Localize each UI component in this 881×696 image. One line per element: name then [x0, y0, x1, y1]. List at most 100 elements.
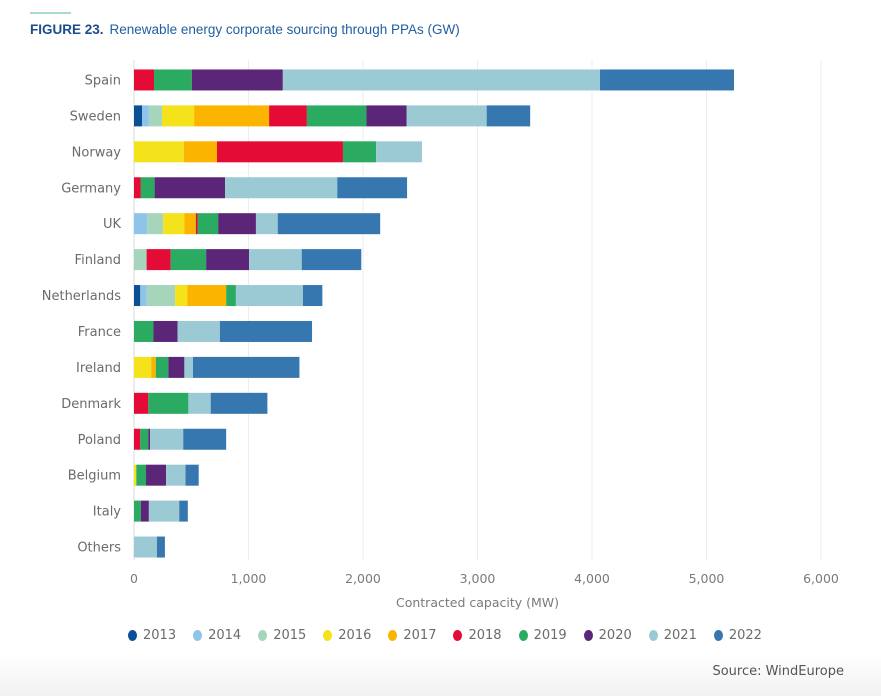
bar-segment-2016 — [134, 356, 152, 378]
bar-segment-2019 — [342, 141, 377, 163]
category-label: Finland — [75, 253, 121, 268]
legend-item-2018: 2018 — [453, 628, 502, 643]
category-label: Others — [77, 541, 121, 556]
bar-segment-2021 — [166, 464, 186, 486]
legend-item-2021: 2021 — [648, 628, 697, 643]
bar-segment-2016 — [162, 105, 195, 127]
x-tick-label: 4,000 — [574, 571, 610, 586]
bar-segment-2020 — [191, 69, 283, 91]
bar-segment-2019 — [140, 177, 155, 199]
bar-segment-2019 — [140, 428, 149, 450]
bar-segment-2019 — [134, 500, 141, 522]
category-label: UK — [103, 217, 122, 232]
bar-segment-2019 — [226, 285, 236, 307]
figure-number: FIGURE 23. — [30, 22, 104, 37]
bar-segment-2015 — [148, 105, 163, 127]
legend-label: 2020 — [598, 628, 632, 643]
category-label: Sweden — [70, 109, 121, 124]
bar-segment-2020 — [366, 105, 407, 127]
legend-label: 2017 — [403, 628, 437, 643]
category-label: Belgium — [68, 469, 121, 484]
footer-band — [0, 652, 881, 696]
x-axis-title: Contracted capacity (MW) — [396, 595, 559, 610]
bar-segment-2021 — [406, 105, 487, 127]
category-label: Spain — [85, 73, 121, 88]
legend-label: 2015 — [273, 628, 307, 643]
bar-segment-2019 — [155, 356, 169, 378]
bar-segment-2020 — [154, 177, 226, 199]
gridlines — [133, 60, 822, 560]
legend-dot-icon — [713, 630, 723, 641]
bar-segment-2021 — [282, 69, 601, 91]
legend-dot-icon — [648, 630, 658, 641]
category-label: Germany — [61, 181, 121, 196]
bar-segment-2016 — [134, 464, 137, 486]
legend-dot-icon — [453, 630, 463, 641]
legend-dot-icon — [583, 630, 593, 641]
bar-segment-2022 — [302, 285, 323, 307]
bar-segment-2019 — [306, 105, 367, 127]
bar-segment-2021 — [225, 177, 338, 199]
legend-label: 2019 — [533, 628, 567, 643]
bar-segment-2016 — [134, 141, 184, 163]
title-accent-line — [30, 12, 71, 14]
bar-segment-2017 — [184, 213, 196, 235]
bar-segment-2019 — [136, 464, 147, 486]
bar-segment-2013 — [134, 105, 143, 127]
bar-segment-2020 — [218, 213, 256, 235]
bar-segment-2018 — [217, 141, 343, 163]
bar-segment-2016 — [175, 285, 188, 307]
bar-segment-2018 — [146, 249, 171, 271]
bar-segment-2021 — [188, 392, 211, 414]
bar-segment-2018 — [134, 177, 141, 199]
legend-item-2020: 2020 — [583, 628, 632, 643]
bar-segment-2014 — [134, 213, 148, 235]
legend-dot-icon — [258, 630, 268, 641]
legend-dot-icon — [193, 630, 203, 641]
bar-segment-2018 — [134, 428, 141, 450]
bar-segment-2020 — [148, 428, 151, 450]
bar-segment-2015 — [146, 285, 176, 307]
x-tick-label: 2,000 — [345, 571, 381, 586]
category-label: Ireland — [76, 361, 121, 376]
legend-label: 2022 — [728, 628, 762, 643]
bar-segment-2013 — [134, 285, 141, 307]
bar-segment-2019 — [148, 392, 189, 414]
legend: 2013 2014 2015 2016 2017 2018 2019 2020 2021 2022 — [128, 628, 779, 643]
bar-segment-2021 — [148, 500, 180, 522]
bar-segment-2017 — [183, 141, 218, 163]
bar-segment-2022 — [219, 320, 313, 342]
bar-segment-2021 — [255, 213, 278, 235]
bar-segment-2021 — [376, 141, 422, 163]
figure-title: FIGURE 23. Renewable energy corporate sou… — [30, 22, 460, 37]
legend-dot-icon — [388, 630, 398, 641]
bar-segment-2021 — [134, 536, 157, 558]
legend-label: 2016 — [338, 628, 372, 643]
legend-item-2014: 2014 — [193, 628, 241, 643]
figure-title-text: Renewable energy corporate sourcing thro… — [109, 22, 460, 37]
legend-dot-icon — [518, 630, 528, 641]
bar-segment-2022 — [183, 428, 227, 450]
x-tick-label: 3,000 — [460, 571, 496, 586]
bar-segment-2017 — [194, 105, 270, 127]
bar-segment-2018 — [269, 105, 307, 127]
bar-segment-2021 — [177, 320, 220, 342]
bar-segment-2018 — [195, 213, 198, 235]
category-label: Denmark — [61, 397, 121, 412]
bar-segment-2017 — [187, 285, 227, 307]
x-tick-label: 5,000 — [689, 571, 725, 586]
bar-segment-2014 — [140, 285, 147, 307]
legend-item-2022: 2022 — [713, 628, 762, 643]
x-tick-label: 1,000 — [231, 571, 267, 586]
bar-segment-2016 — [163, 213, 185, 235]
category-label: Italy — [93, 505, 122, 520]
x-tick-label: 0 — [130, 571, 138, 586]
bar-segment-2022 — [179, 500, 188, 522]
bar-segment-2019 — [154, 69, 192, 91]
category-label: France — [78, 325, 121, 340]
legend-dot-icon — [128, 630, 137, 641]
bar-segment-2022 — [337, 177, 408, 199]
bar-segment-2021 — [249, 249, 302, 271]
bar-segment-2022 — [486, 105, 531, 127]
bar-segment-2019 — [170, 249, 207, 271]
